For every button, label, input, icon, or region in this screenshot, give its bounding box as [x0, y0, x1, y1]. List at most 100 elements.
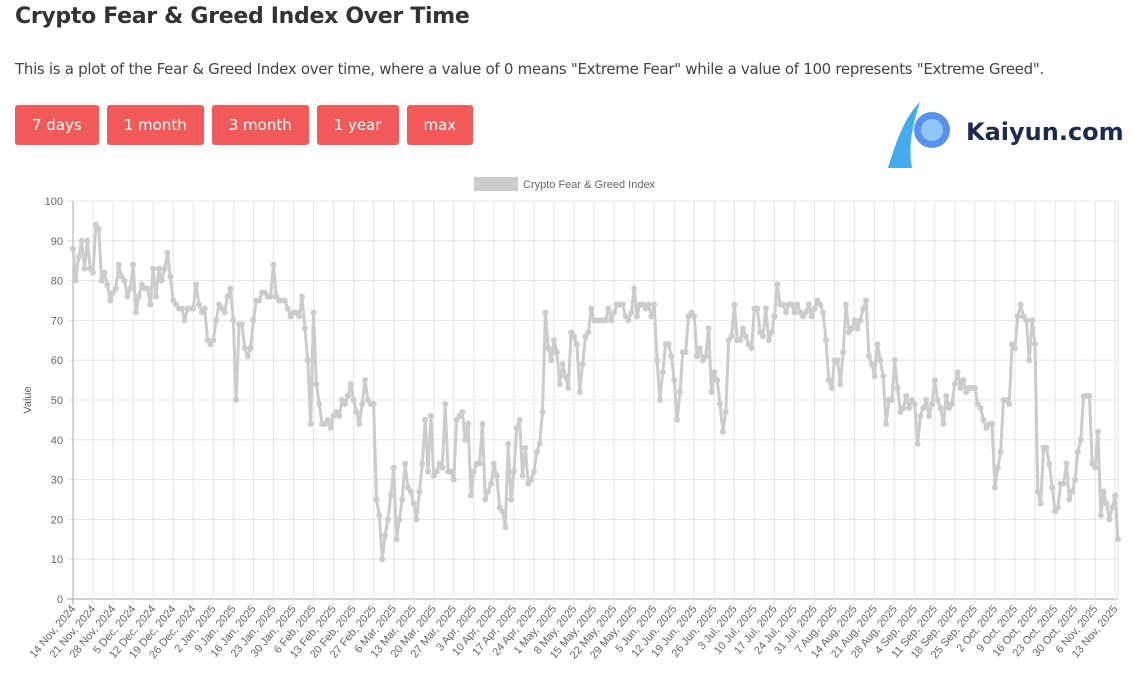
data-point	[1112, 492, 1119, 499]
data-point	[562, 373, 569, 380]
data-point	[980, 416, 987, 423]
data-point	[379, 556, 386, 563]
data-point	[510, 468, 517, 475]
data-point	[310, 309, 317, 316]
data-point	[256, 297, 263, 304]
data-point	[840, 349, 847, 356]
data-point	[788, 301, 795, 308]
data-point	[774, 281, 781, 288]
data-point	[155, 265, 162, 272]
data-point	[1069, 488, 1076, 495]
data-point	[805, 301, 812, 308]
y-tick-label: 50	[51, 395, 63, 407]
data-point	[488, 480, 494, 487]
range-7-days-button[interactable]: 7 days	[15, 105, 99, 145]
legend-swatch[interactable]	[474, 177, 518, 191]
data-point	[903, 393, 910, 400]
data-point	[943, 393, 950, 400]
data-point	[565, 385, 572, 392]
data-point	[731, 301, 738, 308]
data-point	[1115, 536, 1121, 543]
range-3-month-button[interactable]: 3 month	[211, 105, 309, 145]
data-point	[210, 337, 217, 344]
data-point	[822, 337, 829, 344]
data-point	[817, 301, 824, 308]
data-point	[267, 293, 274, 300]
data-point	[502, 524, 509, 531]
data-point	[739, 325, 746, 332]
data-point	[390, 464, 397, 471]
data-point	[132, 309, 139, 316]
data-point	[416, 488, 423, 495]
range-1-month-button[interactable]: 1 month	[106, 105, 204, 145]
range-max-button[interactable]: max	[406, 105, 474, 145]
data-point	[926, 412, 933, 419]
y-tick-label: 100	[45, 196, 63, 208]
data-point	[708, 389, 715, 396]
data-point	[1006, 400, 1013, 407]
data-point	[894, 385, 901, 392]
y-tick-label: 90	[51, 236, 63, 248]
data-point	[181, 317, 188, 324]
data-point	[611, 309, 618, 316]
series-line	[71, 223, 1120, 561]
data-point	[737, 337, 744, 344]
data-point	[313, 381, 320, 388]
data-point	[694, 353, 701, 360]
y-tick-label: 60	[51, 355, 63, 367]
data-point	[989, 420, 996, 427]
data-point	[359, 400, 366, 407]
data-point	[433, 468, 440, 475]
data-point	[407, 488, 414, 495]
data-point	[490, 460, 497, 467]
data-point	[651, 301, 658, 308]
data-point	[808, 313, 815, 320]
y-tick-label: 40	[51, 435, 63, 447]
watermark-logo: Kaiyun.com	[880, 92, 1136, 172]
data-point	[857, 317, 864, 324]
y-axis-title: Value	[22, 386, 34, 413]
data-point	[625, 317, 632, 324]
data-point	[576, 389, 583, 396]
data-point	[931, 377, 938, 384]
data-point	[923, 397, 930, 403]
data-point	[376, 512, 383, 519]
y-tick-label: 80	[51, 276, 63, 288]
data-point	[1029, 317, 1036, 324]
data-point	[479, 420, 486, 427]
data-point	[1109, 504, 1116, 511]
data-point	[628, 309, 635, 316]
data-point	[1054, 504, 1061, 511]
data-point	[161, 265, 168, 272]
data-point	[144, 285, 151, 292]
data-point	[127, 285, 134, 292]
data-point	[676, 389, 683, 396]
data-point	[780, 301, 787, 308]
data-point	[768, 329, 775, 336]
data-point	[382, 532, 389, 539]
data-point	[656, 397, 663, 403]
range-1-year-button[interactable]: 1 year	[316, 105, 399, 145]
data-point	[948, 400, 955, 407]
data-point	[654, 357, 661, 364]
data-point	[78, 237, 85, 244]
data-point	[588, 305, 595, 312]
data-point	[782, 309, 789, 316]
legend-label[interactable]: Crypto Fear & Greed Index	[523, 179, 656, 191]
data-point	[954, 369, 961, 376]
data-point	[1011, 345, 1018, 352]
data-point	[101, 269, 108, 276]
data-point	[513, 424, 520, 431]
data-point	[1086, 393, 1093, 400]
data-point	[190, 305, 197, 312]
data-point	[691, 313, 698, 320]
data-point	[634, 313, 641, 320]
data-point	[150, 265, 157, 272]
data-point	[705, 325, 712, 332]
data-point	[227, 285, 234, 292]
data-point	[350, 397, 357, 403]
data-point	[665, 341, 672, 348]
data-point	[605, 305, 612, 312]
page-description: This is a plot of the Fear & Greed Index…	[15, 60, 1044, 78]
